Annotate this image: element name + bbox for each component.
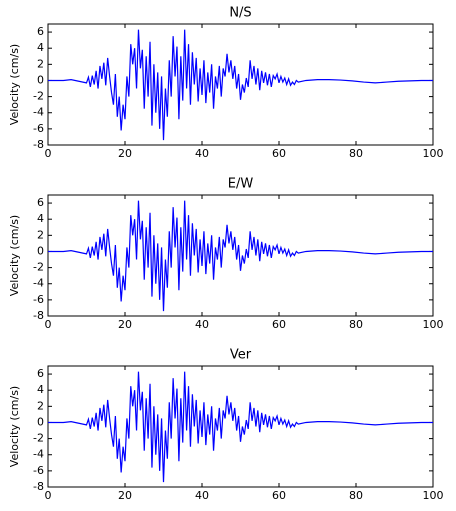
velocity-line bbox=[48, 371, 433, 483]
y-tick-label: 6 bbox=[37, 25, 44, 38]
x-tick-label: 80 bbox=[349, 318, 363, 331]
plot-frame bbox=[47, 23, 434, 146]
y-tick-label: -2 bbox=[33, 261, 44, 274]
x-tick-label: 20 bbox=[118, 147, 132, 160]
x-tick-label: 0 bbox=[45, 318, 52, 331]
y-tick-label: -4 bbox=[33, 448, 44, 461]
x-tick-label: 40 bbox=[195, 489, 209, 502]
y-tick-label: 0 bbox=[37, 244, 44, 257]
x-tick-label: 80 bbox=[349, 489, 363, 502]
y-tick-label: -8 bbox=[33, 138, 44, 151]
y-axis-label: Velocity (cm/s) bbox=[8, 386, 21, 467]
x-tick-label: 20 bbox=[118, 318, 132, 331]
y-tick-label: 6 bbox=[37, 367, 44, 380]
y-tick-label: -2 bbox=[33, 90, 44, 103]
y-tick-label: -6 bbox=[33, 464, 44, 477]
velocity-line bbox=[48, 200, 433, 312]
y-tick-label: -8 bbox=[33, 480, 44, 493]
y-tick-label: 2 bbox=[37, 57, 44, 70]
y-tick-label: 0 bbox=[37, 73, 44, 86]
plot-frame bbox=[47, 194, 434, 317]
y-tick-label: -6 bbox=[33, 293, 44, 306]
x-tick-label: 100 bbox=[423, 147, 444, 160]
y-axis-label: Velocity (cm/s) bbox=[8, 215, 21, 296]
x-tick-label: 0 bbox=[45, 489, 52, 502]
y-tick-label: -2 bbox=[33, 432, 44, 445]
y-tick-label: -8 bbox=[33, 309, 44, 322]
x-tick-label: 100 bbox=[423, 489, 444, 502]
velocity-line bbox=[48, 29, 433, 141]
x-tick-label: 60 bbox=[272, 318, 286, 331]
x-tick-label: 80 bbox=[349, 147, 363, 160]
y-tick-label: 0 bbox=[37, 415, 44, 428]
subplot-title: E/W bbox=[228, 177, 254, 192]
x-tick-label: 60 bbox=[272, 489, 286, 502]
subplot-title: N/S bbox=[229, 6, 251, 21]
subplot-title: Ver bbox=[230, 348, 252, 363]
y-tick-label: -4 bbox=[33, 106, 44, 119]
x-tick-label: 20 bbox=[118, 489, 132, 502]
y-tick-label: 4 bbox=[37, 212, 44, 225]
y-tick-label: 4 bbox=[37, 383, 44, 396]
y-tick-label: 2 bbox=[37, 228, 44, 241]
plot-frame bbox=[47, 365, 434, 488]
x-tick-label: 100 bbox=[423, 318, 444, 331]
y-tick-label: -6 bbox=[33, 122, 44, 135]
x-tick-label: 0 bbox=[45, 147, 52, 160]
x-tick-label: 40 bbox=[195, 318, 209, 331]
y-tick-label: -4 bbox=[33, 277, 44, 290]
y-tick-label: 2 bbox=[37, 399, 44, 412]
y-tick-label: 6 bbox=[37, 196, 44, 209]
x-tick-label: 40 bbox=[195, 147, 209, 160]
y-tick-label: 4 bbox=[37, 41, 44, 54]
y-axis-label: Velocity (cm/s) bbox=[8, 44, 21, 125]
x-tick-label: 60 bbox=[272, 147, 286, 160]
